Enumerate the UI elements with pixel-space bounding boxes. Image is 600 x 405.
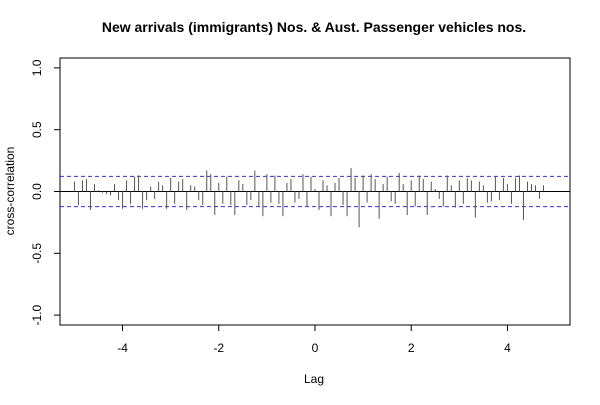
x-tick-label: -4 <box>117 341 128 355</box>
chart-title: New arrivals (immigrants) Nos. & Aust. P… <box>102 19 526 35</box>
x-tick-label: 2 <box>408 341 415 355</box>
plot-area: -4 -2 0 2 4 -1.0 -0.5 0.0 0.5 1.0 <box>30 57 571 355</box>
y-tick-label: -1.0 <box>30 304 44 325</box>
x-tick-label: -2 <box>213 341 224 355</box>
y-tick-label: 0.5 <box>30 121 44 138</box>
x-tick-label: 0 <box>312 341 319 355</box>
y-tick-label: 1.0 <box>30 59 44 76</box>
x-axis-label: Lag <box>304 372 324 386</box>
y-axis-label: cross-correlation <box>3 147 17 236</box>
y-tick-label: 0.0 <box>30 183 44 200</box>
y-tick-label: -0.5 <box>30 243 44 264</box>
x-tick-label: 4 <box>504 341 511 355</box>
